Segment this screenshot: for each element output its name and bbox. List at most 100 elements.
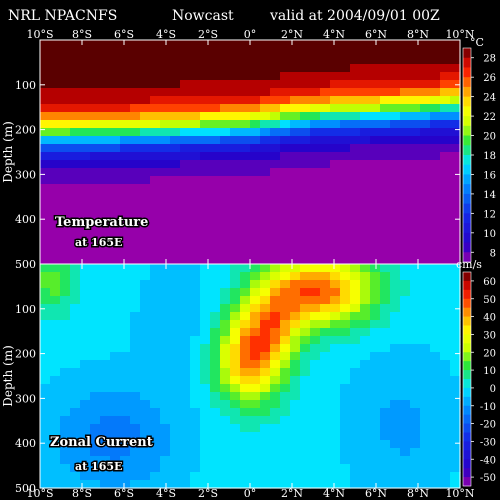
zonal-current-cell (440, 448, 451, 457)
zonal-current-cell (40, 416, 51, 425)
temperature-cell (190, 256, 201, 265)
temperature-cell (420, 96, 431, 105)
temperature-cell (400, 136, 411, 145)
zonal-current-cell (90, 304, 101, 313)
colorbar-swatch (463, 450, 471, 460)
zonal-current-cell (170, 352, 181, 361)
temperature-cell (380, 168, 391, 177)
temperature-cell (130, 56, 141, 65)
temperature-cell (310, 72, 321, 81)
temperature-cell (270, 144, 281, 153)
zonal-current-cell (170, 424, 181, 433)
temperature-cell (80, 256, 91, 265)
zonal-current-cell (390, 344, 401, 353)
temperature-cell (260, 192, 271, 201)
zonal-current-cell (80, 272, 91, 281)
temperature-cell (320, 160, 331, 169)
temperature-cell (160, 160, 171, 169)
zonal-current-cell (60, 360, 71, 369)
zonal-current-cell (350, 448, 361, 457)
zonal-current-cell (410, 416, 421, 425)
temperature-cell (400, 56, 411, 65)
zonal-current-cell (50, 336, 61, 345)
temperature-cell (110, 232, 121, 241)
zonal-current-cell (450, 464, 461, 473)
temperature-cell (40, 240, 51, 249)
zonal-current-cell (260, 440, 271, 449)
temperature-cell (190, 168, 201, 177)
zonal-current-cell (380, 456, 391, 465)
zonal-current-cell (430, 448, 441, 457)
zonal-current-cell (290, 472, 301, 481)
temperature-cell (240, 256, 251, 265)
zonal-current-cell (170, 440, 181, 449)
zonal-current-cell (420, 384, 431, 393)
zonal-current-cell (80, 416, 91, 425)
temperature-cell (310, 40, 321, 49)
zonal-current-cell (40, 368, 51, 377)
x-tick-label: 8°S (72, 28, 92, 41)
zonal-current-cell (410, 368, 421, 377)
temperature-cell (190, 232, 201, 241)
temperature-cell (60, 72, 71, 81)
temperature-cell (320, 200, 331, 209)
zonal-current-cell (450, 264, 461, 273)
zonal-current-cell (330, 264, 341, 273)
temperature-cell (110, 96, 121, 105)
zonal-current-cell (260, 280, 271, 289)
zonal-current-cell (240, 400, 251, 409)
temperature-cell (330, 184, 341, 193)
zonal-current-cell (110, 344, 121, 353)
temperature-cell (240, 80, 251, 89)
zonal-current-cell (380, 336, 391, 345)
temperature-cell (120, 200, 131, 209)
zonal-current-cell (240, 472, 251, 481)
y-tick-label: 400 (15, 437, 36, 450)
zonal-current-cell (110, 392, 121, 401)
temperature-cell (420, 200, 431, 209)
temperature-cell (380, 136, 391, 145)
temperature-cell (400, 216, 411, 225)
temperature-cell (350, 136, 361, 145)
zonal-current-cell (440, 408, 451, 417)
zonal-current-cell (170, 456, 181, 465)
temperature-cell (240, 48, 251, 57)
colorbar-swatch (463, 155, 471, 166)
temperature-cell (440, 240, 451, 249)
zonal-current-cell (230, 456, 241, 465)
temperature-cell (330, 216, 341, 225)
temperature-cell (250, 224, 261, 233)
zonal-current-cell (160, 368, 171, 377)
zonal-current-cell (400, 288, 411, 297)
zonal-current-cell (240, 424, 251, 433)
zonal-current-cell (200, 368, 211, 377)
temperature-cell (350, 232, 361, 241)
temperature-cell (320, 224, 331, 233)
temperature-cell (330, 232, 341, 241)
temperature-cell (390, 40, 401, 49)
temperature-cell (80, 88, 91, 97)
temperature-cell (90, 40, 101, 49)
zonal-current-field (40, 264, 461, 489)
zonal-current-cell (250, 400, 261, 409)
colorbar-label: 0 (490, 384, 496, 395)
temperature-cell (360, 208, 371, 217)
temperature-cell (360, 120, 371, 129)
zonal-current-cell (360, 336, 371, 345)
temperature-cell (50, 40, 61, 49)
zonal-current-cell (220, 464, 231, 473)
zonal-current-cell (60, 296, 71, 305)
zonal-current-cell (300, 328, 311, 337)
temperature-cell (210, 160, 221, 169)
zonal-current-cell (230, 432, 241, 441)
zonal-current-cell (410, 464, 421, 473)
temperature-cell (70, 72, 81, 81)
temperature-cell (180, 176, 191, 185)
zonal-current-cell (430, 304, 441, 313)
zonal-current-cell (40, 440, 51, 449)
temperature-cell (230, 160, 241, 169)
zonal-current-cell (190, 264, 201, 273)
temperature-cell (450, 232, 461, 241)
temperature-cell (360, 224, 371, 233)
temperature-cell (110, 200, 121, 209)
